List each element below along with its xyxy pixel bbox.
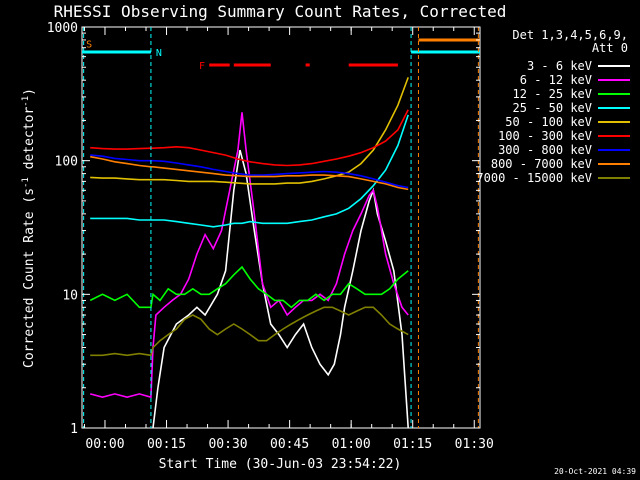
legend-label-50-100-kev: 50 - 100 keV [505, 115, 592, 129]
legend-label-6-12-kev: 6 - 12 keV [520, 73, 592, 87]
series-line-800-7000-kev [90, 155, 409, 191]
flag-label-flare: F [199, 61, 205, 72]
legend-header-line1: Det 1,3,4,5,6,9, [512, 28, 628, 42]
legend-label-3-6-kev: 3 - 6 keV [527, 59, 592, 73]
x-tick-label-00-00: 00:00 [85, 437, 124, 452]
y-axis-label-main: Corrected Count Rate (s [22, 188, 37, 368]
x-tick-label-00-15: 00:15 [147, 437, 186, 452]
x-tick-label-00-45: 00:45 [270, 437, 309, 452]
x-tick-label-00-30: 00:30 [208, 437, 247, 452]
y-tick-label-1000: 1000 [47, 21, 78, 36]
series-line-25-50-kev [90, 114, 409, 228]
y-axis-label-sup2: -1 [21, 96, 31, 107]
plot-border [81, 26, 481, 429]
series-line-12-25-kev [89, 265, 409, 309]
y-axis: 1 10 100 1000 [47, 21, 480, 437]
x-tick-label-01-00: 01:00 [332, 437, 371, 452]
timestamp: 20-Oct-2021 04:39 [554, 467, 636, 476]
y-axis-label-sup1: -1 [21, 177, 31, 188]
y-axis-label-mid: detector [22, 107, 37, 178]
series-line-6-12-kev [89, 112, 409, 399]
x-axis-label: Start Time (30-Jun-03 23:54:22) [159, 457, 402, 472]
flags-layer: S N F [82, 38, 480, 72]
plot-area [81, 26, 481, 429]
legend-label-25-50-kev: 25 - 50 keV [513, 101, 592, 115]
legend-label-300-800-kev: 300 - 800 keV [498, 143, 592, 157]
x-axis: 00:00 00:15 00:30 00:45 01:00 01:15 01:30 [83, 27, 494, 452]
series-line-100-300-kev [90, 109, 409, 167]
legend-label-12-25-kev: 12 - 25 keV [513, 87, 592, 101]
vline-layer [83, 27, 479, 428]
legend-label-7000-15000-kev: 7000 - 15000 keV [476, 171, 592, 185]
y-axis-label: Corrected Count Rate (s-1 detector-1) [21, 88, 37, 368]
series-layer [89, 77, 409, 429]
legend-label-100-300-kev: 100 - 300 keV [498, 129, 592, 143]
flag-label-night: N [156, 48, 162, 59]
legend-header-line2: Att 0 [592, 41, 628, 55]
series-line-7000-15000-kev [90, 306, 409, 357]
y-axis-label-end: ) [22, 88, 37, 96]
chart-title: RHESSI Observing Summary Count Rates, Co… [54, 2, 507, 21]
x-tick-label-01-30: 01:30 [455, 437, 494, 452]
series-line-300-800-kev [90, 154, 409, 189]
flag-label-saa: S [86, 40, 92, 51]
y-tick-label-100: 100 [55, 155, 78, 170]
series-line-50-100-kev [90, 77, 409, 185]
y-tick-label-1: 1 [70, 422, 78, 437]
y-tick-label-10: 10 [62, 288, 78, 303]
series-line-3-6-kev [152, 149, 409, 429]
x-tick-label-01-15: 01:15 [393, 437, 432, 452]
legend-label-800-7000-kev: 800 - 7000 keV [491, 157, 592, 171]
